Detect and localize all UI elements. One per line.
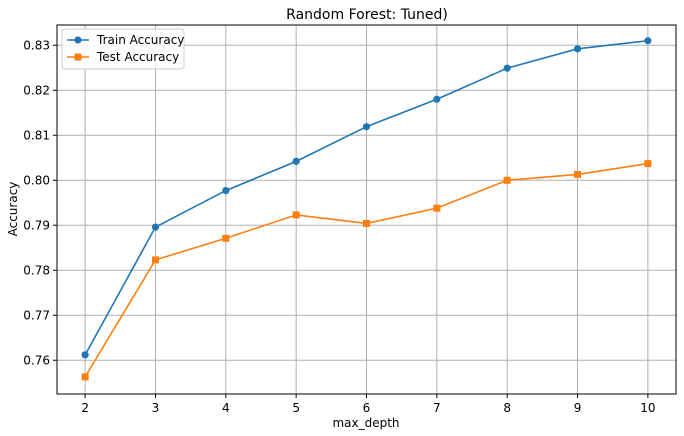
- series-train: [81, 37, 652, 359]
- grid: [57, 25, 676, 394]
- data-point: [644, 160, 652, 168]
- x-tick-label: 9: [574, 401, 582, 415]
- data-point: [363, 219, 370, 227]
- y-tick-label: 0.83: [23, 38, 50, 52]
- x-tick-label: 3: [152, 401, 160, 415]
- series-layer: [81, 37, 652, 381]
- data-point: [433, 95, 441, 103]
- series-test: [81, 160, 652, 381]
- data-point: [222, 187, 230, 195]
- y-tick-label: 0.80: [23, 173, 50, 187]
- legend-box: [61, 28, 185, 70]
- data-point: [573, 45, 582, 53]
- x-tick-label: 5: [292, 401, 300, 415]
- legend: Train Accuracy Test Accuracy: [61, 28, 185, 70]
- y-tick-label: 0.79: [23, 218, 50, 232]
- data-point: [292, 157, 300, 165]
- y-tick-label: 0.78: [23, 263, 50, 277]
- y-tick-label: 0.81: [23, 128, 50, 142]
- legend-label: Test Accuracy: [96, 50, 179, 64]
- legend-label: Train Accuracy: [96, 33, 184, 47]
- data-point: [292, 211, 300, 219]
- x-tick-label: 6: [363, 401, 371, 415]
- chart-title: Random Forest: Tuned): [286, 7, 448, 23]
- y-tick-label: 0.77: [23, 308, 50, 322]
- data-point: [644, 37, 652, 45]
- data-point: [81, 373, 89, 381]
- data-point: [574, 170, 582, 178]
- data-point: [151, 223, 160, 231]
- x-tick-label: 10: [640, 401, 655, 415]
- x-tick-label: 2: [81, 401, 89, 415]
- data-point: [433, 204, 441, 212]
- x-axis-label: max_depth: [332, 416, 399, 430]
- y-axis: 0.76 0.77 0.78 0.79 0.80 0.81 0.82 0.83: [23, 38, 57, 367]
- data-point: [151, 256, 159, 264]
- data-point: [81, 351, 89, 359]
- legend-marker: [74, 53, 82, 61]
- data-point: [222, 234, 230, 242]
- legend-marker: [74, 36, 82, 44]
- x-axis: 2 3 4 5 6 7 8 9 10: [81, 394, 656, 415]
- y-tick-label: 0.76: [23, 353, 50, 367]
- y-tick-label: 0.82: [23, 83, 50, 97]
- x-tick-label: 8: [503, 401, 511, 415]
- x-tick-label: 4: [222, 401, 230, 415]
- data-point: [503, 64, 511, 72]
- x-tick-label: 7: [433, 401, 441, 415]
- y-axis-label: Accuracy: [6, 182, 20, 237]
- data-point: [503, 176, 511, 184]
- data-point: [362, 123, 371, 131]
